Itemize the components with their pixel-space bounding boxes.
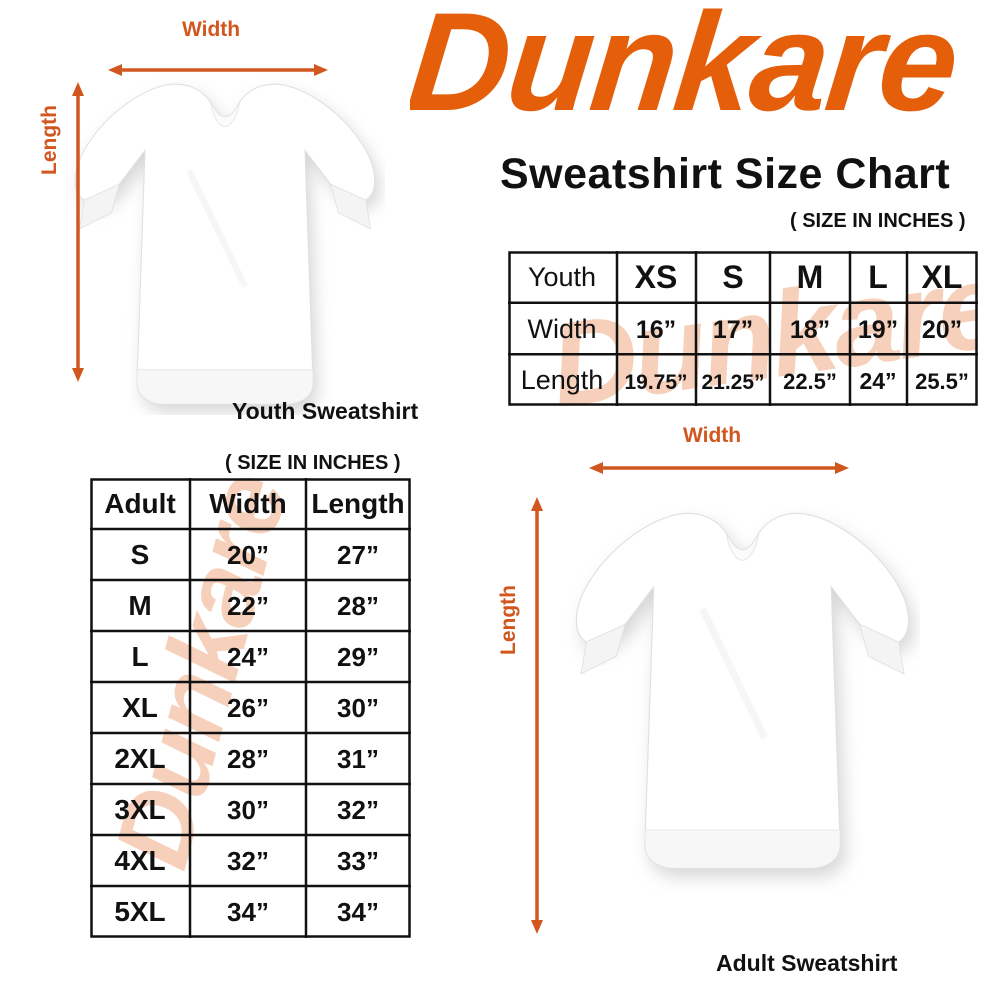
svg-text:22.5”: 22.5” [783, 369, 837, 394]
svg-text:Width: Width [209, 488, 287, 519]
svg-text:24”: 24” [227, 642, 269, 672]
svg-text:20”: 20” [227, 540, 269, 570]
svg-text:16”: 16” [636, 316, 676, 344]
svg-text:Length: Length [311, 488, 404, 519]
svg-text:XL: XL [122, 692, 158, 723]
svg-text:28”: 28” [227, 744, 269, 774]
svg-text:34”: 34” [227, 897, 269, 927]
svg-text:Youth: Youth [528, 262, 596, 292]
svg-text:22”: 22” [227, 591, 269, 621]
svg-text:S: S [131, 539, 150, 570]
svg-text:32”: 32” [337, 795, 379, 825]
svg-text:30”: 30” [227, 795, 269, 825]
svg-text:XS: XS [635, 259, 678, 295]
svg-text:Width: Width [527, 314, 596, 344]
svg-text:28”: 28” [337, 591, 379, 621]
svg-text:2XL: 2XL [114, 743, 165, 774]
svg-text:19”: 19” [858, 316, 898, 344]
svg-text:19.75”: 19.75” [624, 371, 687, 394]
svg-text:M: M [797, 259, 824, 295]
svg-text:25.5”: 25.5” [915, 369, 969, 394]
svg-text:31”: 31” [337, 744, 379, 774]
svg-text:XL: XL [922, 259, 963, 295]
svg-text:20”: 20” [922, 316, 962, 344]
svg-text:L: L [868, 259, 888, 295]
svg-text:29”: 29” [337, 642, 379, 672]
svg-text:21.25”: 21.25” [701, 371, 764, 394]
svg-text:S: S [722, 259, 743, 295]
svg-text:34”: 34” [337, 897, 379, 927]
svg-text:3XL: 3XL [114, 794, 165, 825]
svg-text:30”: 30” [337, 693, 379, 723]
svg-text:26”: 26” [227, 693, 269, 723]
svg-text:17”: 17” [713, 316, 753, 344]
svg-text:32”: 32” [227, 846, 269, 876]
svg-text:L: L [131, 641, 148, 672]
svg-text:M: M [128, 590, 151, 621]
svg-text:24”: 24” [859, 368, 896, 394]
svg-text:4XL: 4XL [114, 845, 165, 876]
svg-text:Length: Length [521, 365, 604, 395]
svg-text:27”: 27” [337, 540, 379, 570]
svg-text:5XL: 5XL [114, 896, 165, 927]
svg-text:18”: 18” [790, 316, 830, 344]
svg-text:33”: 33” [337, 846, 379, 876]
svg-text:Dunkare: Dunkare [410, 0, 964, 140]
svg-text:Adult: Adult [104, 488, 176, 519]
